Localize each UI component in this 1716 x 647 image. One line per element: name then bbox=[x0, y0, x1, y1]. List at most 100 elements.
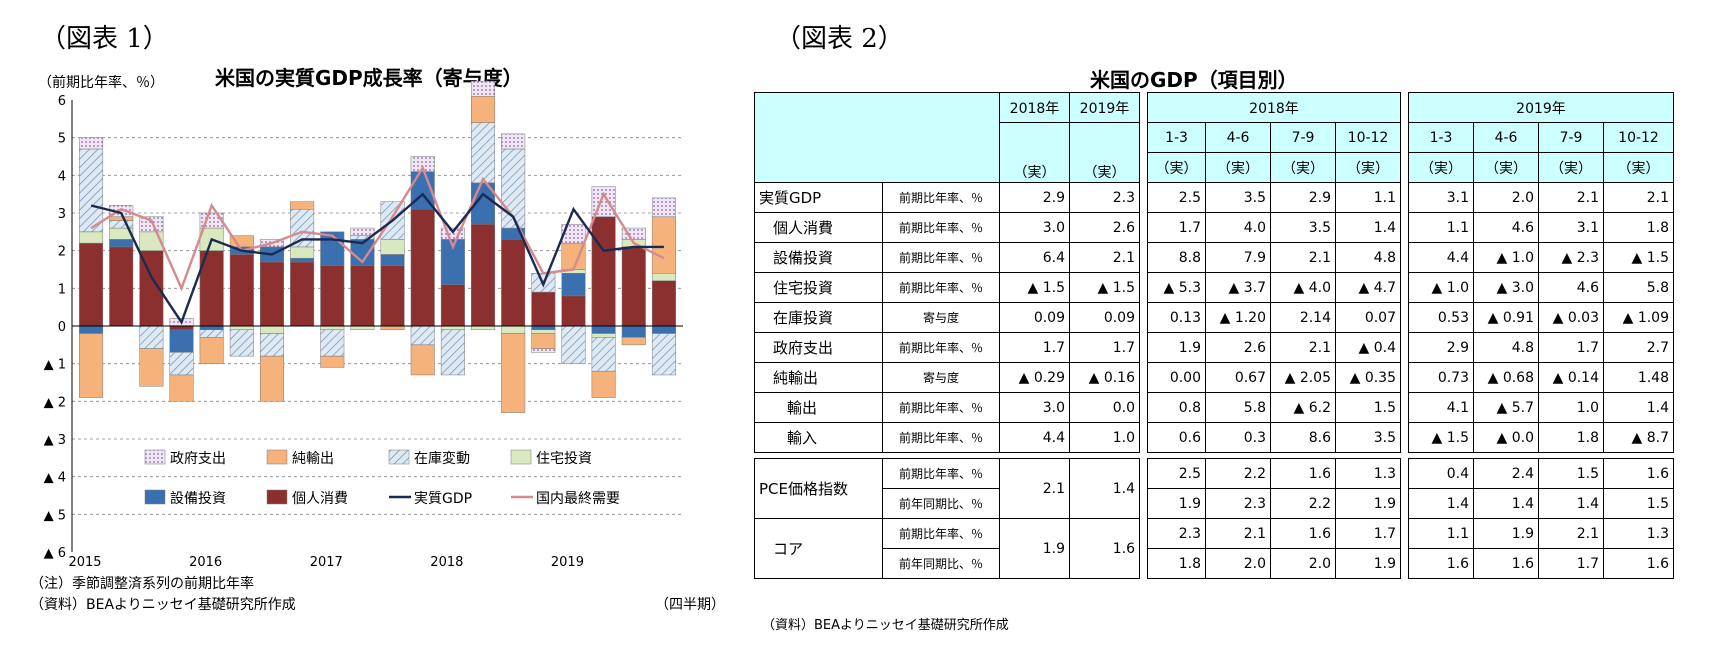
bar-segment bbox=[229, 329, 254, 357]
legend-label: 住宅投資 bbox=[536, 451, 592, 467]
table-cell: ▲ 0.03 bbox=[1538, 302, 1604, 333]
table-cell: 2.2 bbox=[1270, 488, 1336, 519]
bar-segment bbox=[380, 325, 405, 331]
y-tick-label: ▲ 1 bbox=[44, 358, 66, 373]
header-quarter: 1-3 bbox=[1408, 122, 1474, 153]
table-cell: 1.5 bbox=[1335, 392, 1401, 423]
table-cell: 純輸出 bbox=[754, 362, 883, 393]
table-cell: 1.7 bbox=[1069, 332, 1140, 363]
bar-segment bbox=[471, 80, 496, 97]
table-cell: 4.6 bbox=[1473, 212, 1539, 243]
bar-segment bbox=[440, 329, 465, 376]
table-cell: 1.7 bbox=[1147, 212, 1206, 243]
table-cell: 1.4 bbox=[1408, 488, 1474, 519]
table-cell: 前期比年率、％ bbox=[882, 392, 1000, 423]
header-actual: （実） bbox=[1069, 122, 1140, 183]
bar-segment bbox=[229, 235, 254, 248]
table-cell: 実質GDP bbox=[754, 182, 883, 213]
bar-segment bbox=[651, 333, 676, 376]
legend-label: 純輸出 bbox=[292, 451, 334, 467]
table-cell: 前期比年率、％ bbox=[882, 272, 1000, 303]
table-cell: 8.6 bbox=[1270, 422, 1336, 453]
table-cell: 0.09 bbox=[999, 302, 1070, 333]
table-cell: ▲ 6.2 bbox=[1270, 392, 1336, 423]
bar-segment bbox=[410, 208, 435, 327]
header-actual: （実） bbox=[1335, 152, 1401, 183]
bar-segment bbox=[501, 333, 526, 413]
table-cell: 1.6 bbox=[1069, 518, 1140, 579]
bar-segment bbox=[320, 265, 345, 327]
legend-label: 実質GDP bbox=[414, 491, 472, 507]
legend-label: 国内最終需要 bbox=[536, 491, 620, 507]
y-tick-label: ▲ 5 bbox=[44, 508, 66, 523]
table-cell: 1.1 bbox=[1408, 212, 1474, 243]
bar-segment bbox=[651, 280, 676, 327]
y-tick-label: 3 bbox=[58, 207, 66, 222]
table-cell: 2.5 bbox=[1147, 182, 1206, 213]
series-line bbox=[90, 192, 664, 325]
bar-segment bbox=[109, 216, 134, 221]
bar-segment bbox=[259, 333, 284, 357]
table-cell: 1.1 bbox=[1335, 182, 1401, 213]
table-cell: 4.4 bbox=[1408, 242, 1474, 273]
bar-segment bbox=[290, 208, 315, 248]
table-row: コア 前期比年率、％ 1.9 1.6 2.3 2.1 1.6 1.7 1.1 1.9 2.1 1.3 bbox=[754, 518, 1674, 579]
bar-segment bbox=[591, 216, 616, 327]
y-tick-label: 0 bbox=[58, 320, 66, 335]
header-quarter: 7-9 bbox=[1538, 122, 1604, 153]
x-year-label: 2017 bbox=[310, 555, 343, 570]
header-group-2019: 2019年 bbox=[1408, 92, 1674, 123]
table-cell: 2.0 bbox=[1270, 548, 1336, 579]
table-cell: 7.9 bbox=[1205, 242, 1271, 273]
bar-segment bbox=[380, 265, 405, 327]
table-cell: 1.8 bbox=[1538, 422, 1604, 453]
bar-segment bbox=[199, 337, 224, 364]
table-cell: 1.6 bbox=[1270, 458, 1336, 489]
table-cell: 住宅投資 bbox=[754, 272, 883, 303]
table-cell: 1.4 bbox=[1069, 458, 1140, 519]
table-row: 実質GDP 前期比年率、％ 2.9 2.3 2.5 3.5 2.9 1.1 3.1 2.0 2.1 2… bbox=[754, 182, 1674, 213]
table-cell: 前期比年率、％ bbox=[882, 332, 1000, 363]
bar-segment bbox=[531, 325, 556, 331]
legend-swatch bbox=[266, 489, 288, 505]
header-quarter: 10-12 bbox=[1603, 122, 1674, 153]
table-cell: 3.5 bbox=[1335, 422, 1401, 453]
table-cell: 寄与度 bbox=[882, 362, 1000, 393]
table-cell: 5.8 bbox=[1603, 272, 1674, 303]
table-cell: 2.6 bbox=[1069, 212, 1140, 243]
bar-segment bbox=[471, 95, 496, 123]
bar-segment bbox=[259, 261, 284, 327]
table-cell: 1.6 bbox=[1270, 518, 1336, 549]
bar-segment bbox=[169, 352, 194, 376]
table-cell: 寄与度 bbox=[882, 302, 1000, 333]
header-actual: （実） bbox=[1538, 152, 1604, 183]
table-row: 純輸出 寄与度 ▲ 0.29 ▲ 0.16 0.00 0.67 ▲ 2.05 ▲ 0.35 0.… bbox=[754, 362, 1674, 393]
table-cell: 1.6 bbox=[1408, 548, 1474, 579]
bar-segment bbox=[229, 254, 254, 327]
bar-segment bbox=[651, 197, 676, 218]
table-cell: 0.13 bbox=[1147, 302, 1206, 333]
y-tick-label: ▲ 6 bbox=[44, 546, 66, 561]
table-cell: 1.6 bbox=[1603, 458, 1674, 489]
table-cell: 輸出 bbox=[754, 392, 883, 423]
bar-segment bbox=[651, 273, 676, 282]
table-cell: 1.8 bbox=[1603, 212, 1674, 243]
bar-segment bbox=[531, 333, 556, 349]
table-row: 輸入 前期比年率、％ 4.4 1.0 0.6 0.3 8.6 3.5 ▲ 1.5 ▲ 0.0 1.8… bbox=[754, 422, 1674, 453]
header-actual: （実） bbox=[999, 122, 1070, 183]
table-cell: 前期比年率、％ bbox=[882, 458, 1000, 489]
bar-segment bbox=[79, 137, 104, 150]
table-cell: ▲ 4.7 bbox=[1335, 272, 1401, 303]
table-cell: 0.4 bbox=[1408, 458, 1474, 489]
table-cell: 前期比年率、％ bbox=[882, 422, 1000, 453]
table-cell: 0.67 bbox=[1205, 362, 1271, 393]
table-cell: 前年同期比、％ bbox=[882, 548, 1000, 579]
table-cell: 2.1 bbox=[1603, 182, 1674, 213]
legend-swatch bbox=[388, 449, 410, 465]
table-row: 設備投資 前期比年率、％ 6.4 2.1 8.8 7.9 2.1 4.8 4.4 ▲ 1.0 ▲ 2… bbox=[754, 242, 1674, 273]
y-tick-label: 1 bbox=[58, 282, 66, 297]
chart-note: （注）季節調整済系列の前期比年率 bbox=[30, 575, 254, 592]
chart-lines bbox=[90, 165, 665, 325]
